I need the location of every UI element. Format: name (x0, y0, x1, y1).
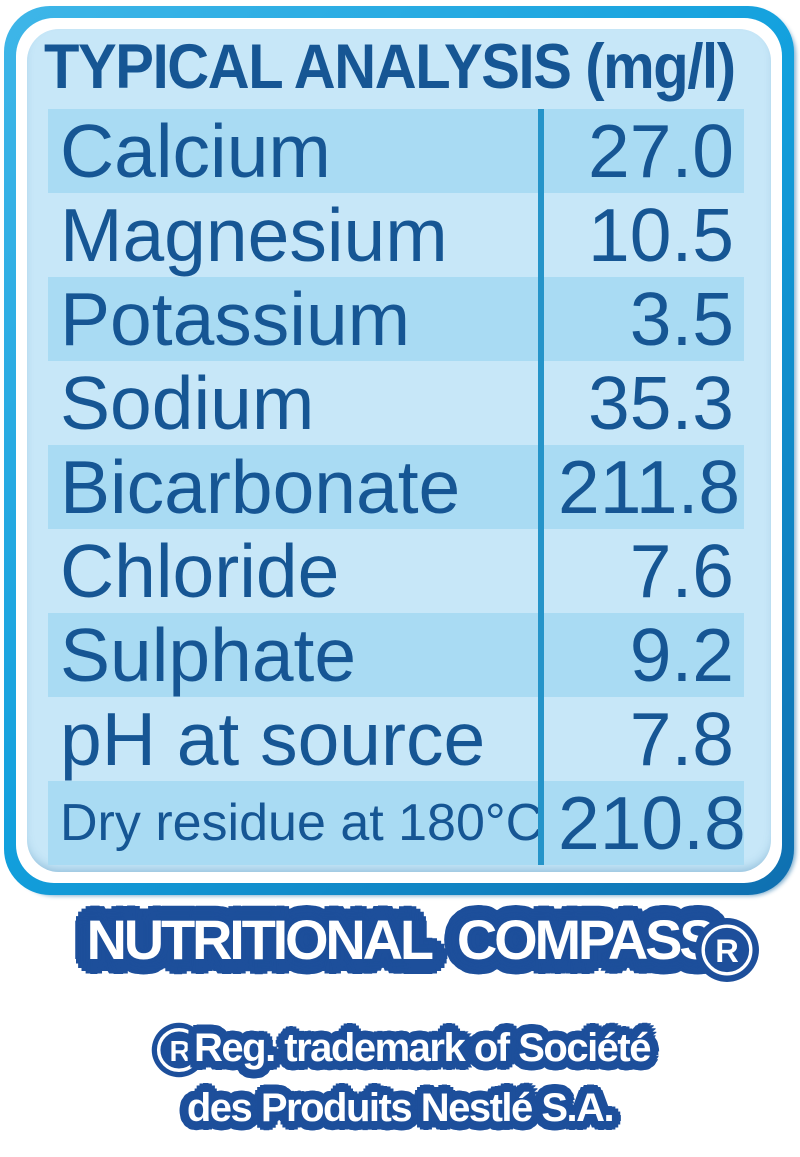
svg-text:R: R (170, 1036, 191, 1068)
svg-text:R: R (715, 932, 739, 969)
